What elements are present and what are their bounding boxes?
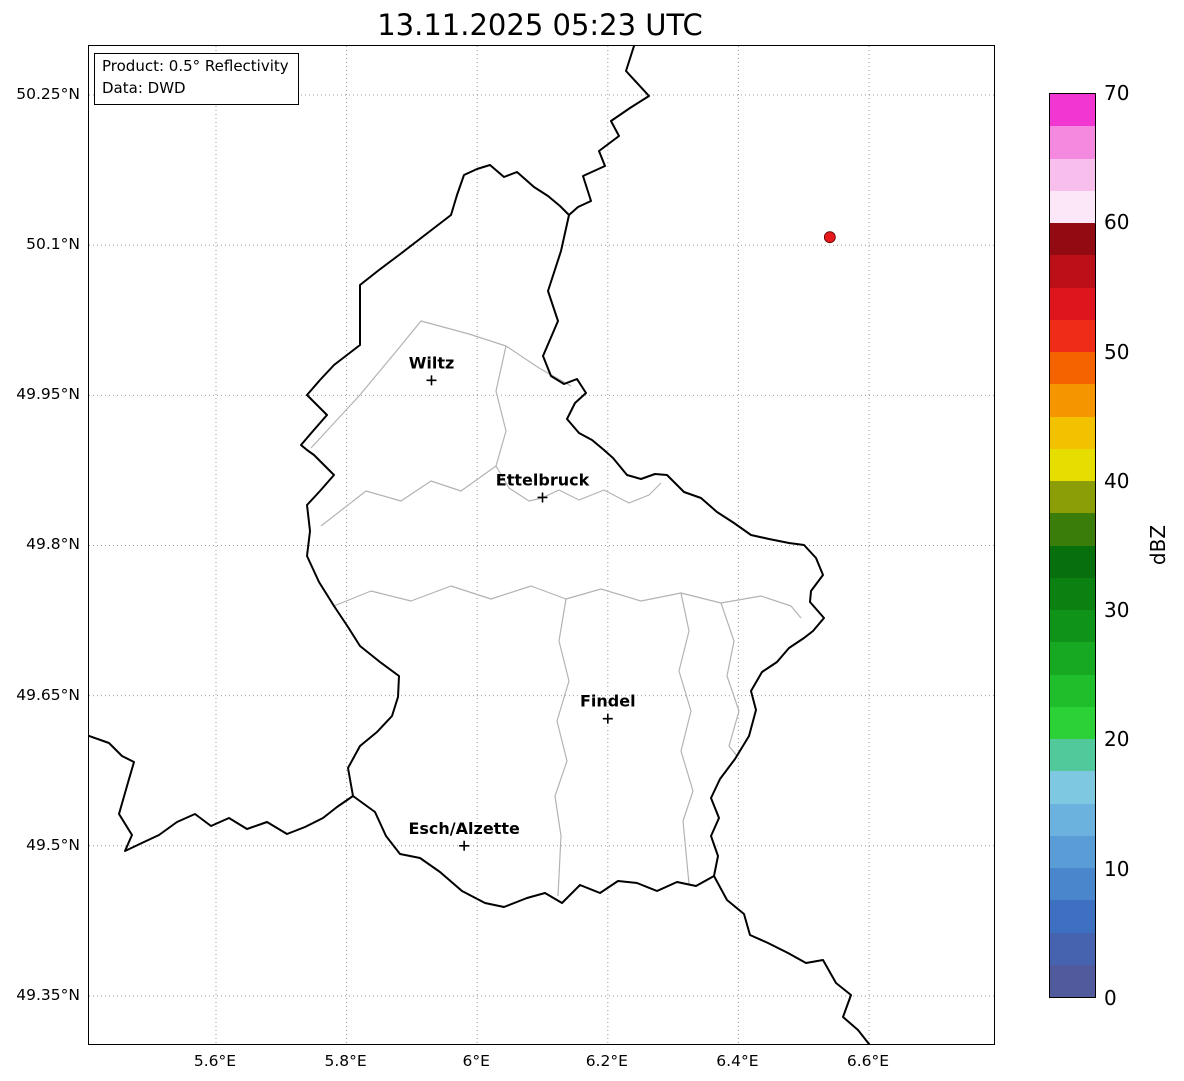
city-label: Findel [580,692,636,711]
colorbar-band [1050,706,1095,739]
city-wiltz: Wiltz [409,353,455,386]
graticule-gridlines [89,46,994,1044]
colorbar-band [1050,384,1095,417]
lat-tick-label: 49.65°N [16,685,80,704]
lon-tick-label: 6.4°E [716,1052,759,1070]
colorbar-tick-label: 10 [1104,856,1130,881]
lon-tick-label: 5.8°E [324,1052,367,1070]
lat-tick-label: 49.95°N [16,385,80,404]
colorbar-tick-label: 70 [1104,81,1130,105]
belgium-germany-border [568,46,650,216]
colorbar-tick-label: 30 [1104,598,1130,623]
reflectivity-colorbar [1049,93,1096,998]
canton-border-path [333,585,802,619]
lon-tick-label: 6°E [462,1052,490,1070]
city-marker-icon [537,492,548,503]
canton-border-path [678,592,694,885]
canton-borders [310,320,802,897]
colorbar-band [1050,674,1095,707]
lat-tick-label: 50.25°N [16,85,80,104]
city-ettelbruck: Ettelbruck [496,470,590,503]
colorbar-unit-label: dBZ [1146,524,1170,566]
lat-tick-label: 50.1°N [26,235,80,254]
colorbar-tick-label: 60 [1104,210,1130,235]
colorbar-band [1050,287,1095,320]
colorbar-band [1050,577,1095,610]
colorbar-band [1050,255,1095,288]
canton-border-path [720,602,740,757]
product-info-line: Product: 0.5° Reflectivity [102,57,289,75]
product-info-box: Product: 0.5° Reflectivity Data: DWD [94,53,299,105]
country-borders [89,46,870,1044]
colorbar-band [1050,94,1095,127]
canton-border-path [320,465,497,527]
colorbar-band [1050,448,1095,481]
colorbar-band [1050,352,1095,385]
data-source-line: Data: DWD [102,78,186,97]
city-esch-alzette: Esch/Alzette [408,819,520,851]
colorbar-band [1050,610,1095,643]
colorbar-band [1050,803,1095,836]
colorbar-band [1050,835,1095,868]
city-marker-icon [602,713,613,724]
map-plot-area: Wiltz Ettelbruck Findel Esch/Alzette Produc… [88,45,995,1045]
colorbar-band [1050,513,1095,546]
lon-tick-label: 6.6°E [846,1052,890,1070]
figure-title: 13.11.2025 05:23 UTC [377,8,703,42]
radar-echo-point [823,231,836,244]
colorbar-band [1050,771,1095,804]
colorbar-band [1050,158,1095,191]
city-marker-icon [459,840,470,851]
city-label: Ettelbruck [496,470,590,489]
lat-tick-label: 49.8°N [26,535,80,554]
luxembourg-border [300,164,825,908]
lon-tick-label: 6.2°E [585,1052,628,1070]
lat-tick-label: 49.35°N [16,985,80,1004]
colorbar-band [1050,545,1095,578]
canton-border-path [541,482,662,504]
city-findel: Findel [580,692,636,724]
france-belgium-border [89,735,354,852]
canton-border-path [554,598,570,897]
colorbar-band [1050,416,1095,449]
city-marker-layer: Wiltz Ettelbruck Findel Esch/Alzette [408,353,636,851]
city-label: Wiltz [409,353,455,372]
colorbar-band [1050,190,1095,223]
colorbar-tick-label: 0 [1104,986,1117,1010]
colorbar-band [1050,900,1095,933]
colorbar-band [1050,932,1095,965]
colorbar-band [1050,223,1095,256]
luxembourg-radar-map: Wiltz Ettelbruck Findel Esch/Alzette [89,46,994,1044]
colorbar-band [1050,642,1095,675]
colorbar-band [1050,481,1095,514]
colorbar-band [1050,964,1095,997]
canton-border-path [310,320,572,449]
colorbar-tick-label: 50 [1104,339,1130,364]
city-label: Esch/Alzette [408,819,520,838]
colorbar-band [1050,739,1095,772]
city-marker-icon [426,375,437,386]
lon-tick-label: 5.6°E [193,1052,237,1070]
lat-tick-label: 49.5°N [26,835,80,854]
colorbar-tick-label: 20 [1104,727,1130,752]
colorbar-band [1050,126,1095,159]
france-germany-border [713,875,870,1044]
colorbar-band [1050,868,1095,901]
radar-echo-layer [823,231,836,244]
colorbar-band [1050,319,1095,352]
colorbar-tick-label: 40 [1104,468,1130,493]
